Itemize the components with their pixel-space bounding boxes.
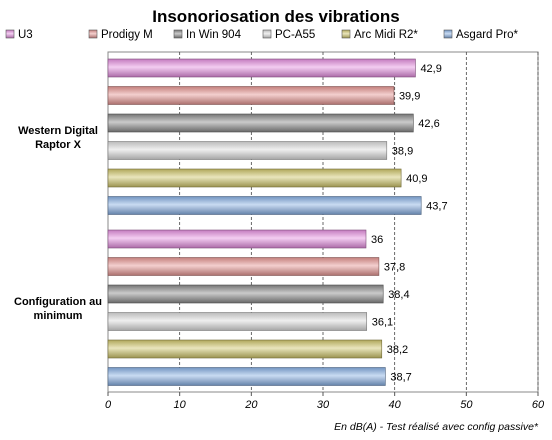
bar-in-win-904-1	[107, 113, 414, 133]
legend-label-in-win-904: In Win 904	[186, 29, 242, 41]
legend-item-pc-a55: PC-A55	[262, 29, 315, 41]
legend-swatch-pc-a55	[262, 29, 272, 39]
x-tick-label-10: 10	[174, 399, 187, 411]
category-labels: Western Digital Raptor X Configuration au m…	[14, 125, 102, 322]
chart-title: Insonoriosation des vibrations	[152, 7, 399, 26]
value-label-arc-midi-r2-1: 40,9	[406, 173, 427, 185]
value-labels: 42,9 39,9 42,6 38,9 40,9 43,7 36 37,8 38,4 36,1 38…	[371, 63, 448, 384]
value-label-pc-a55-1: 38,9	[392, 146, 413, 158]
x-tick-label-0: 0	[105, 399, 112, 411]
x-axis-label: En dB(A) - Test réalisé avec config pass…	[334, 421, 539, 433]
bars	[107, 58, 422, 386]
legend-item-u3: U3	[5, 29, 33, 41]
legend-item-in-win-904: In Win 904	[173, 29, 242, 41]
legend-swatch-asgard-pro	[443, 29, 453, 39]
value-label-asgard-pro-2: 38,7	[390, 372, 411, 384]
bar-prodigy-m-1	[107, 86, 395, 105]
bar-asgard-pro-1	[107, 196, 422, 215]
bar-prodigy-m-2	[107, 257, 380, 276]
legend: U3 Prodigy M In Win 904 PC-A55 Arc Midi R2* A…	[5, 29, 519, 41]
legend-label-prodigy-m: Prodigy M	[101, 29, 153, 41]
x-tick-label-50: 50	[460, 399, 473, 411]
value-label-u3-1: 42,9	[420, 63, 441, 75]
bar-arc-midi-r2-1	[107, 168, 402, 188]
x-tick-label-40: 40	[389, 399, 402, 411]
x-tick-label-60: 60	[532, 399, 545, 411]
legend-label-asgard-pro: Asgard Pro*	[456, 29, 519, 41]
legend-swatch-in-win-904	[173, 29, 183, 39]
value-label-in-win-904-2: 38,4	[388, 289, 409, 301]
value-label-in-win-904-1: 42,6	[418, 118, 439, 130]
legend-label-u3: U3	[18, 29, 33, 41]
value-label-asgard-pro-1: 43,7	[426, 201, 447, 213]
legend-item-prodigy-m: Prodigy M	[88, 29, 153, 41]
legend-swatch-u3	[5, 29, 15, 39]
bar-u3-1	[107, 58, 416, 78]
value-label-arc-midi-r2-2: 38,2	[387, 344, 408, 356]
bar-arc-midi-r2-2	[107, 339, 383, 359]
legend-swatch-arc-midi-r2	[341, 29, 351, 39]
bar-asgard-pro-2	[107, 367, 386, 386]
x-axis-ticks: 0 10 20 30 40 50 60	[105, 392, 545, 411]
bar-in-win-904-2	[107, 284, 384, 304]
grid-lines	[107, 52, 539, 392]
bar-pc-a55-1	[107, 141, 388, 160]
bar-u3-2	[107, 229, 367, 249]
value-label-pc-a55-2: 36,1	[372, 317, 393, 329]
value-label-prodigy-m-1: 39,9	[399, 91, 420, 103]
x-tick-label-30: 30	[317, 399, 330, 411]
bar-pc-a55-2	[107, 312, 368, 331]
category-label-2: Configuration au minimum	[14, 296, 102, 322]
category-label-1: Western Digital Raptor X	[18, 125, 98, 151]
legend-item-arc-midi-r2: Arc Midi R2*	[341, 29, 418, 41]
legend-label-pc-a55: PC-A55	[275, 29, 315, 41]
x-tick-label-20: 20	[244, 399, 258, 411]
legend-label-arc-midi-r2: Arc Midi R2*	[354, 29, 418, 41]
value-label-u3-2: 36	[371, 234, 383, 246]
legend-item-asgard-pro: Asgard Pro*	[443, 29, 519, 41]
legend-swatch-prodigy-m	[88, 29, 98, 39]
value-label-prodigy-m-2: 37,8	[384, 262, 405, 274]
